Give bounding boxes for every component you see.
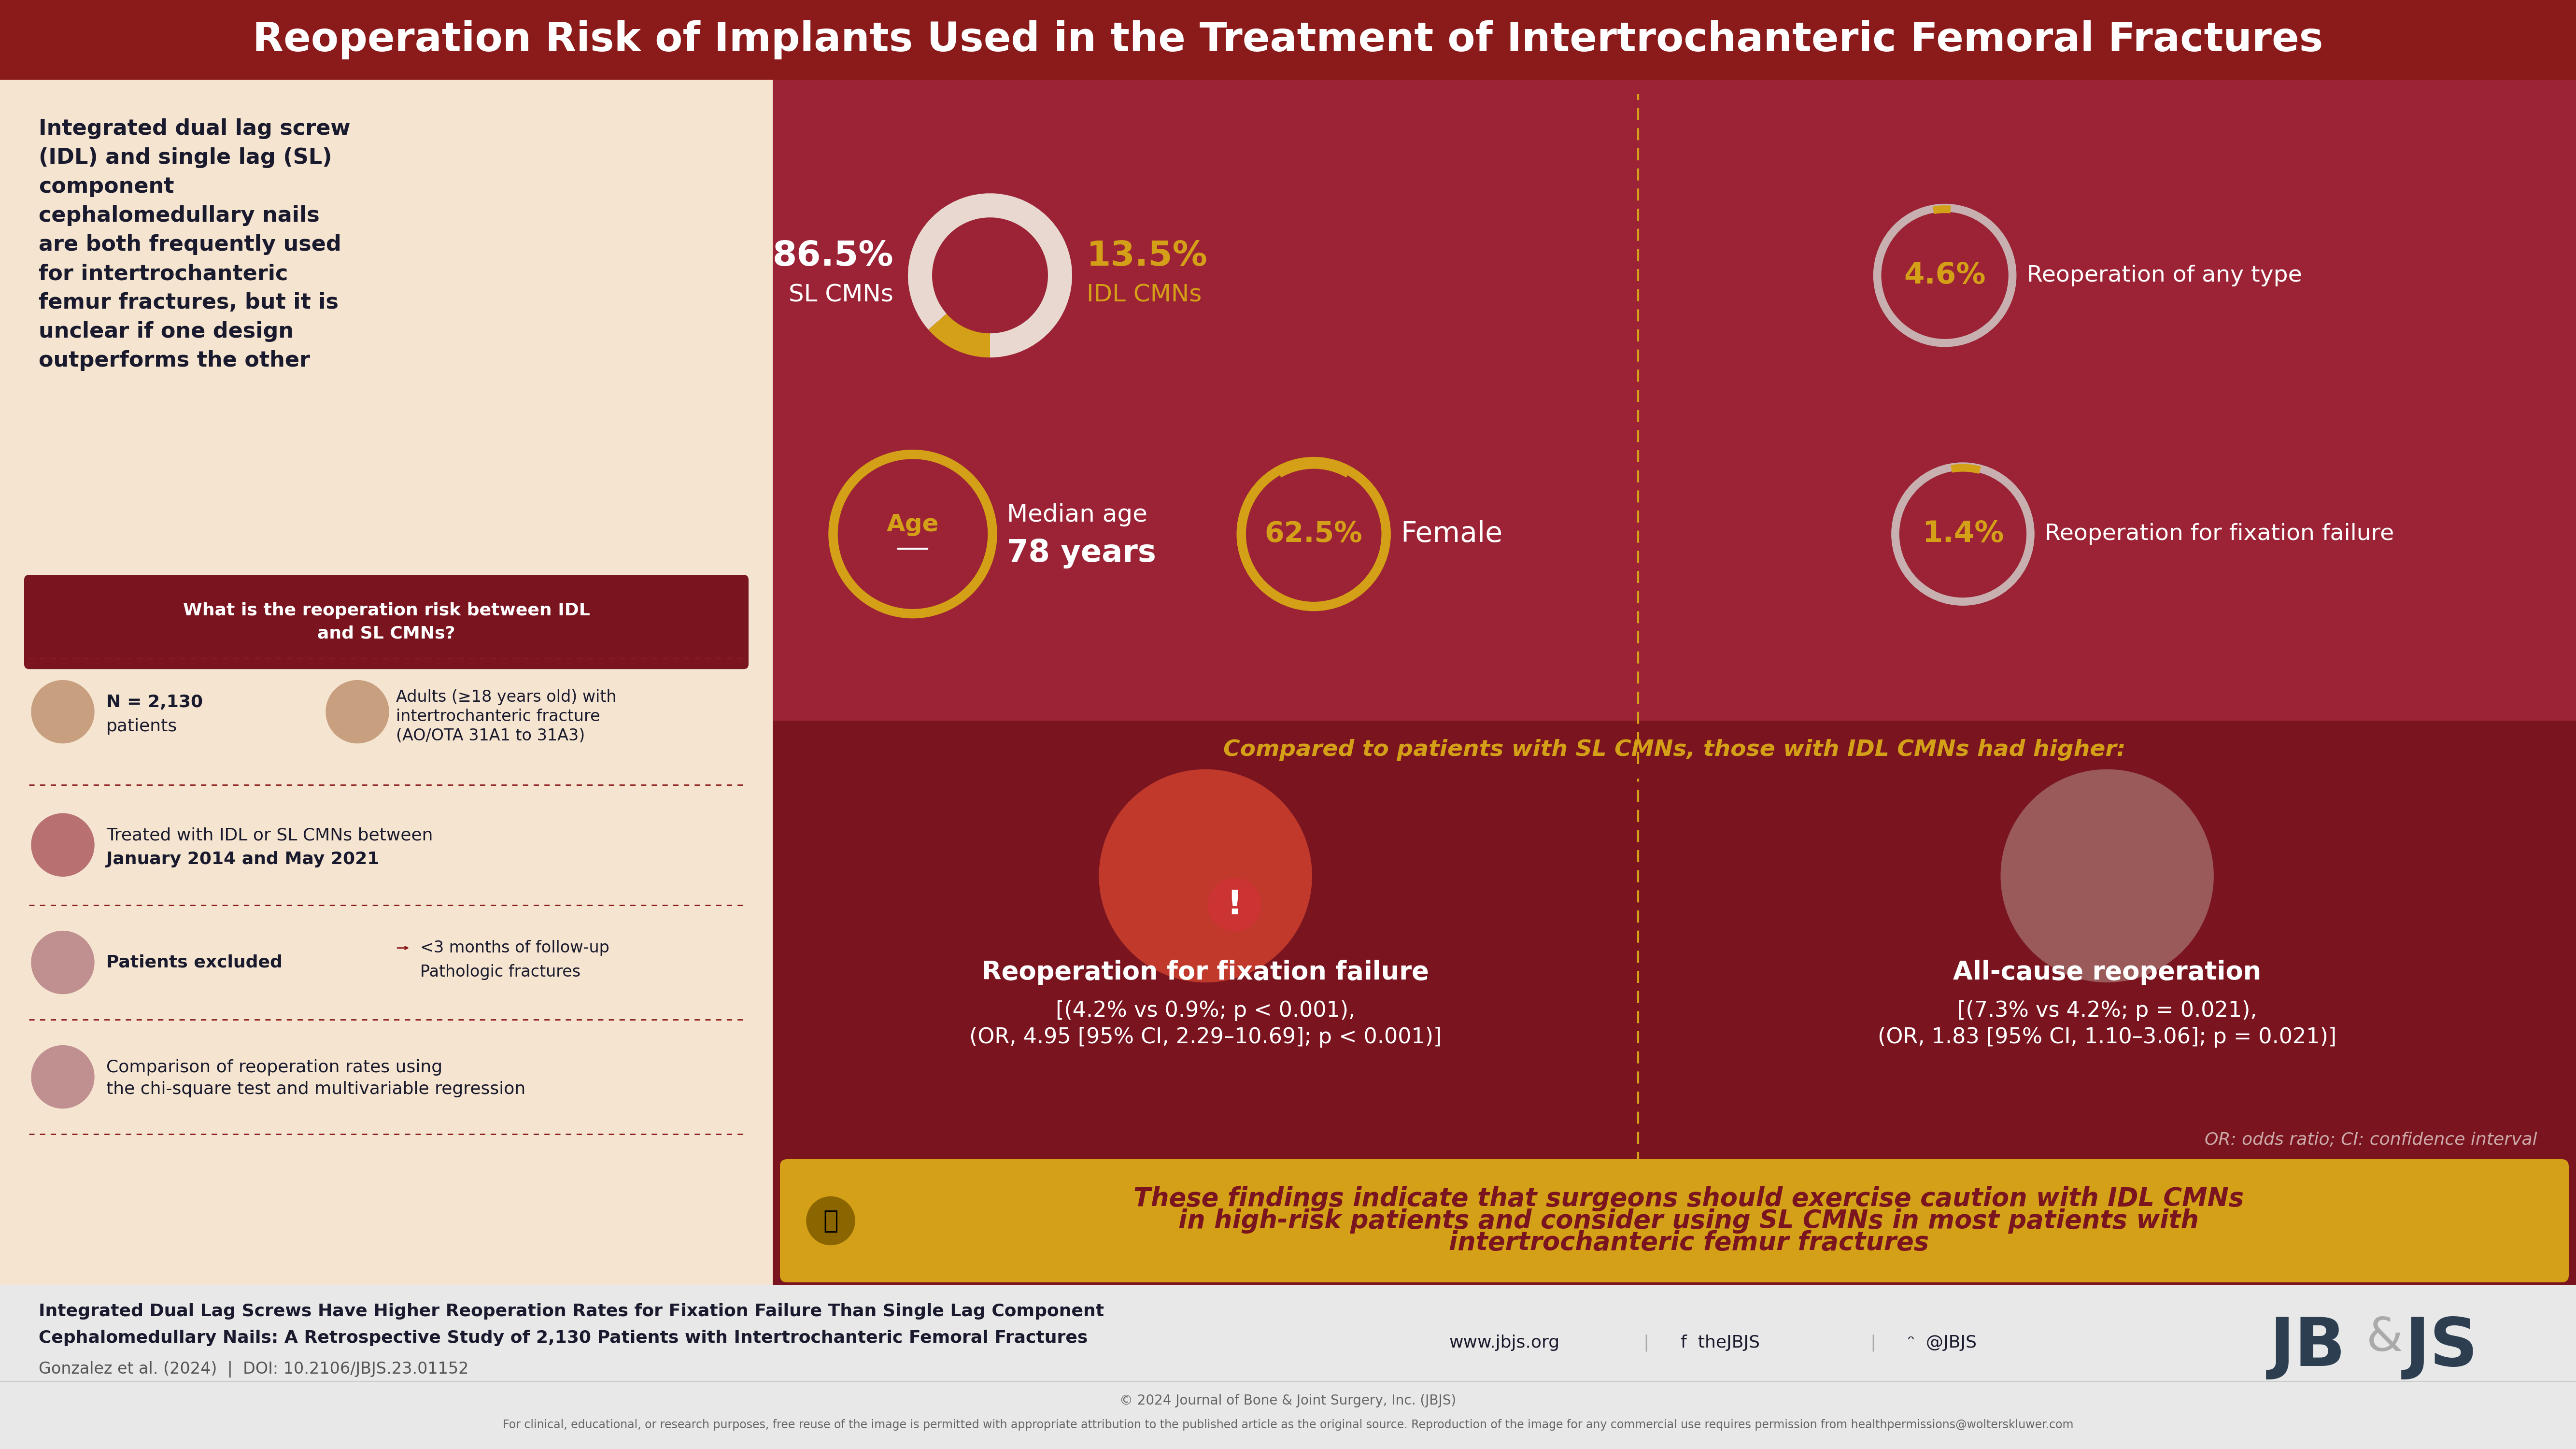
Circle shape xyxy=(31,1046,95,1108)
FancyBboxPatch shape xyxy=(0,0,2576,80)
FancyBboxPatch shape xyxy=(773,778,2576,1285)
Text: [(4.2% vs 0.9%; p < 0.001),: [(4.2% vs 0.9%; p < 0.001), xyxy=(1056,1000,1355,1022)
Text: 1.4%: 1.4% xyxy=(1922,520,2004,548)
Text: !: ! xyxy=(1226,888,1242,922)
Text: N = 2,130: N = 2,130 xyxy=(106,694,204,710)
Text: © 2024 Journal of Bone & Joint Surgery, Inc. (JBJS): © 2024 Journal of Bone & Joint Surgery, … xyxy=(1121,1394,1455,1407)
Text: |: | xyxy=(1860,1335,1888,1352)
Text: Pathologic fractures: Pathologic fractures xyxy=(420,964,580,980)
Text: Compared to patients with SL CMNs, those with IDL CMNs had higher:: Compared to patients with SL CMNs, those… xyxy=(1224,739,2125,761)
Text: Age: Age xyxy=(886,513,940,536)
Text: IDL CMNs: IDL CMNs xyxy=(1087,283,1203,306)
Text: 🔑: 🔑 xyxy=(822,1208,837,1233)
Text: Integrated dual lag screw
(IDL) and single lag (SL)
component
cephalomedullary n: Integrated dual lag screw (IDL) and sing… xyxy=(39,119,350,371)
Text: (OR, 1.83 [95% CI, 1.10–3.06]; p = 0.021)]: (OR, 1.83 [95% CI, 1.10–3.06]; p = 0.021… xyxy=(1878,1027,2336,1048)
Circle shape xyxy=(2002,769,2213,982)
Text: ᵔ  @JBJS: ᵔ @JBJS xyxy=(1909,1335,1976,1350)
Circle shape xyxy=(327,681,389,743)
Text: the chi-square test and multivariable regression: the chi-square test and multivariable re… xyxy=(106,1081,526,1097)
Circle shape xyxy=(31,681,95,743)
FancyBboxPatch shape xyxy=(0,80,773,1285)
Text: Reoperation for fixation failure: Reoperation for fixation failure xyxy=(981,959,1430,985)
Text: (AO/OTA 31A1 to 31A3): (AO/OTA 31A1 to 31A3) xyxy=(397,727,585,743)
Text: 86.5%: 86.5% xyxy=(773,239,894,272)
Text: What is the reoperation risk between IDL
and SL CMNs?: What is the reoperation risk between IDL… xyxy=(183,603,590,642)
Text: 13.5%: 13.5% xyxy=(1087,239,1208,272)
Text: JB: JB xyxy=(2269,1316,2347,1379)
Text: Reoperation for fixation failure: Reoperation for fixation failure xyxy=(2045,523,2393,545)
Wedge shape xyxy=(907,193,1072,358)
Circle shape xyxy=(1208,878,1262,932)
Text: in high-risk patients and consider using SL CMNs in most patients with: in high-risk patients and consider using… xyxy=(1180,1208,2200,1233)
Text: OR: odds ratio; CI: confidence interval: OR: odds ratio; CI: confidence interval xyxy=(2205,1132,2537,1148)
Circle shape xyxy=(31,932,95,994)
FancyBboxPatch shape xyxy=(0,1285,2576,1449)
Text: (OR, 4.95 [95% CI, 2.29–10.69]; p < 0.001)]: (OR, 4.95 [95% CI, 2.29–10.69]; p < 0.00… xyxy=(969,1027,1443,1048)
Text: These findings indicate that surgeons should exercise caution with IDL CMNs: These findings indicate that surgeons sh… xyxy=(1133,1187,2244,1211)
Wedge shape xyxy=(927,314,989,358)
Text: f  theJBJS: f theJBJS xyxy=(1680,1335,1759,1350)
Wedge shape xyxy=(1950,464,1981,474)
Text: www.jbjs.org: www.jbjs.org xyxy=(1448,1335,1558,1350)
Text: Comparison of reoperation rates using: Comparison of reoperation rates using xyxy=(106,1059,443,1075)
Text: Integrated Dual Lag Screws Have Higher Reoperation Rates for Fixation Failure Th: Integrated Dual Lag Screws Have Higher R… xyxy=(39,1303,1105,1320)
Text: Adults (≥18 years old) with: Adults (≥18 years old) with xyxy=(397,690,616,706)
Text: January 2014 and May 2021: January 2014 and May 2021 xyxy=(106,851,379,868)
FancyBboxPatch shape xyxy=(773,720,2576,778)
Text: Reoperation of any type: Reoperation of any type xyxy=(2027,265,2303,287)
Wedge shape xyxy=(1932,206,1950,214)
Wedge shape xyxy=(1275,459,1352,478)
Text: 78 years: 78 years xyxy=(1007,539,1157,568)
Text: Median age: Median age xyxy=(1007,503,1146,526)
Text: 62.5%: 62.5% xyxy=(1265,520,1363,548)
Text: intertrochanteric fracture: intertrochanteric fracture xyxy=(397,709,600,724)
Text: &: & xyxy=(2367,1316,2403,1361)
Text: Patients excluded: Patients excluded xyxy=(106,955,283,971)
Text: JS: JS xyxy=(2406,1316,2478,1379)
Text: Reoperation Risk of Implants Used in the Treatment of Intertrochanteric Femoral : Reoperation Risk of Implants Used in the… xyxy=(252,20,2324,59)
Text: Female: Female xyxy=(1401,520,1502,548)
Circle shape xyxy=(31,813,95,877)
Text: For clinical, educational, or research purposes, free reuse of the image is perm: For clinical, educational, or research p… xyxy=(502,1419,2074,1430)
Text: Cephalomedullary Nails: A Retrospective Study of 2,130 Patients with Intertrocha: Cephalomedullary Nails: A Retrospective … xyxy=(39,1330,1087,1346)
Text: All-cause reoperation: All-cause reoperation xyxy=(1953,959,2262,985)
Circle shape xyxy=(806,1197,855,1245)
Text: [(7.3% vs 4.2%; p = 0.021),: [(7.3% vs 4.2%; p = 0.021), xyxy=(1958,1000,2257,1022)
FancyBboxPatch shape xyxy=(23,575,750,669)
Circle shape xyxy=(1100,769,1311,982)
Text: intertrochanteric femur fractures: intertrochanteric femur fractures xyxy=(1448,1230,1929,1255)
Text: 4.6%: 4.6% xyxy=(1904,261,1986,290)
Text: Treated with IDL or SL CMNs between: Treated with IDL or SL CMNs between xyxy=(106,827,433,843)
Text: Gonzalez et al. (2024)  |  DOI: 10.2106/JBJS.23.01152: Gonzalez et al. (2024) | DOI: 10.2106/JB… xyxy=(39,1361,469,1378)
Text: |: | xyxy=(1633,1335,1662,1352)
Text: <3 months of follow-up: <3 months of follow-up xyxy=(420,940,611,956)
FancyBboxPatch shape xyxy=(781,1159,2568,1282)
Text: SL CMNs: SL CMNs xyxy=(788,283,894,306)
FancyBboxPatch shape xyxy=(773,80,2576,778)
Text: patients: patients xyxy=(106,719,178,735)
